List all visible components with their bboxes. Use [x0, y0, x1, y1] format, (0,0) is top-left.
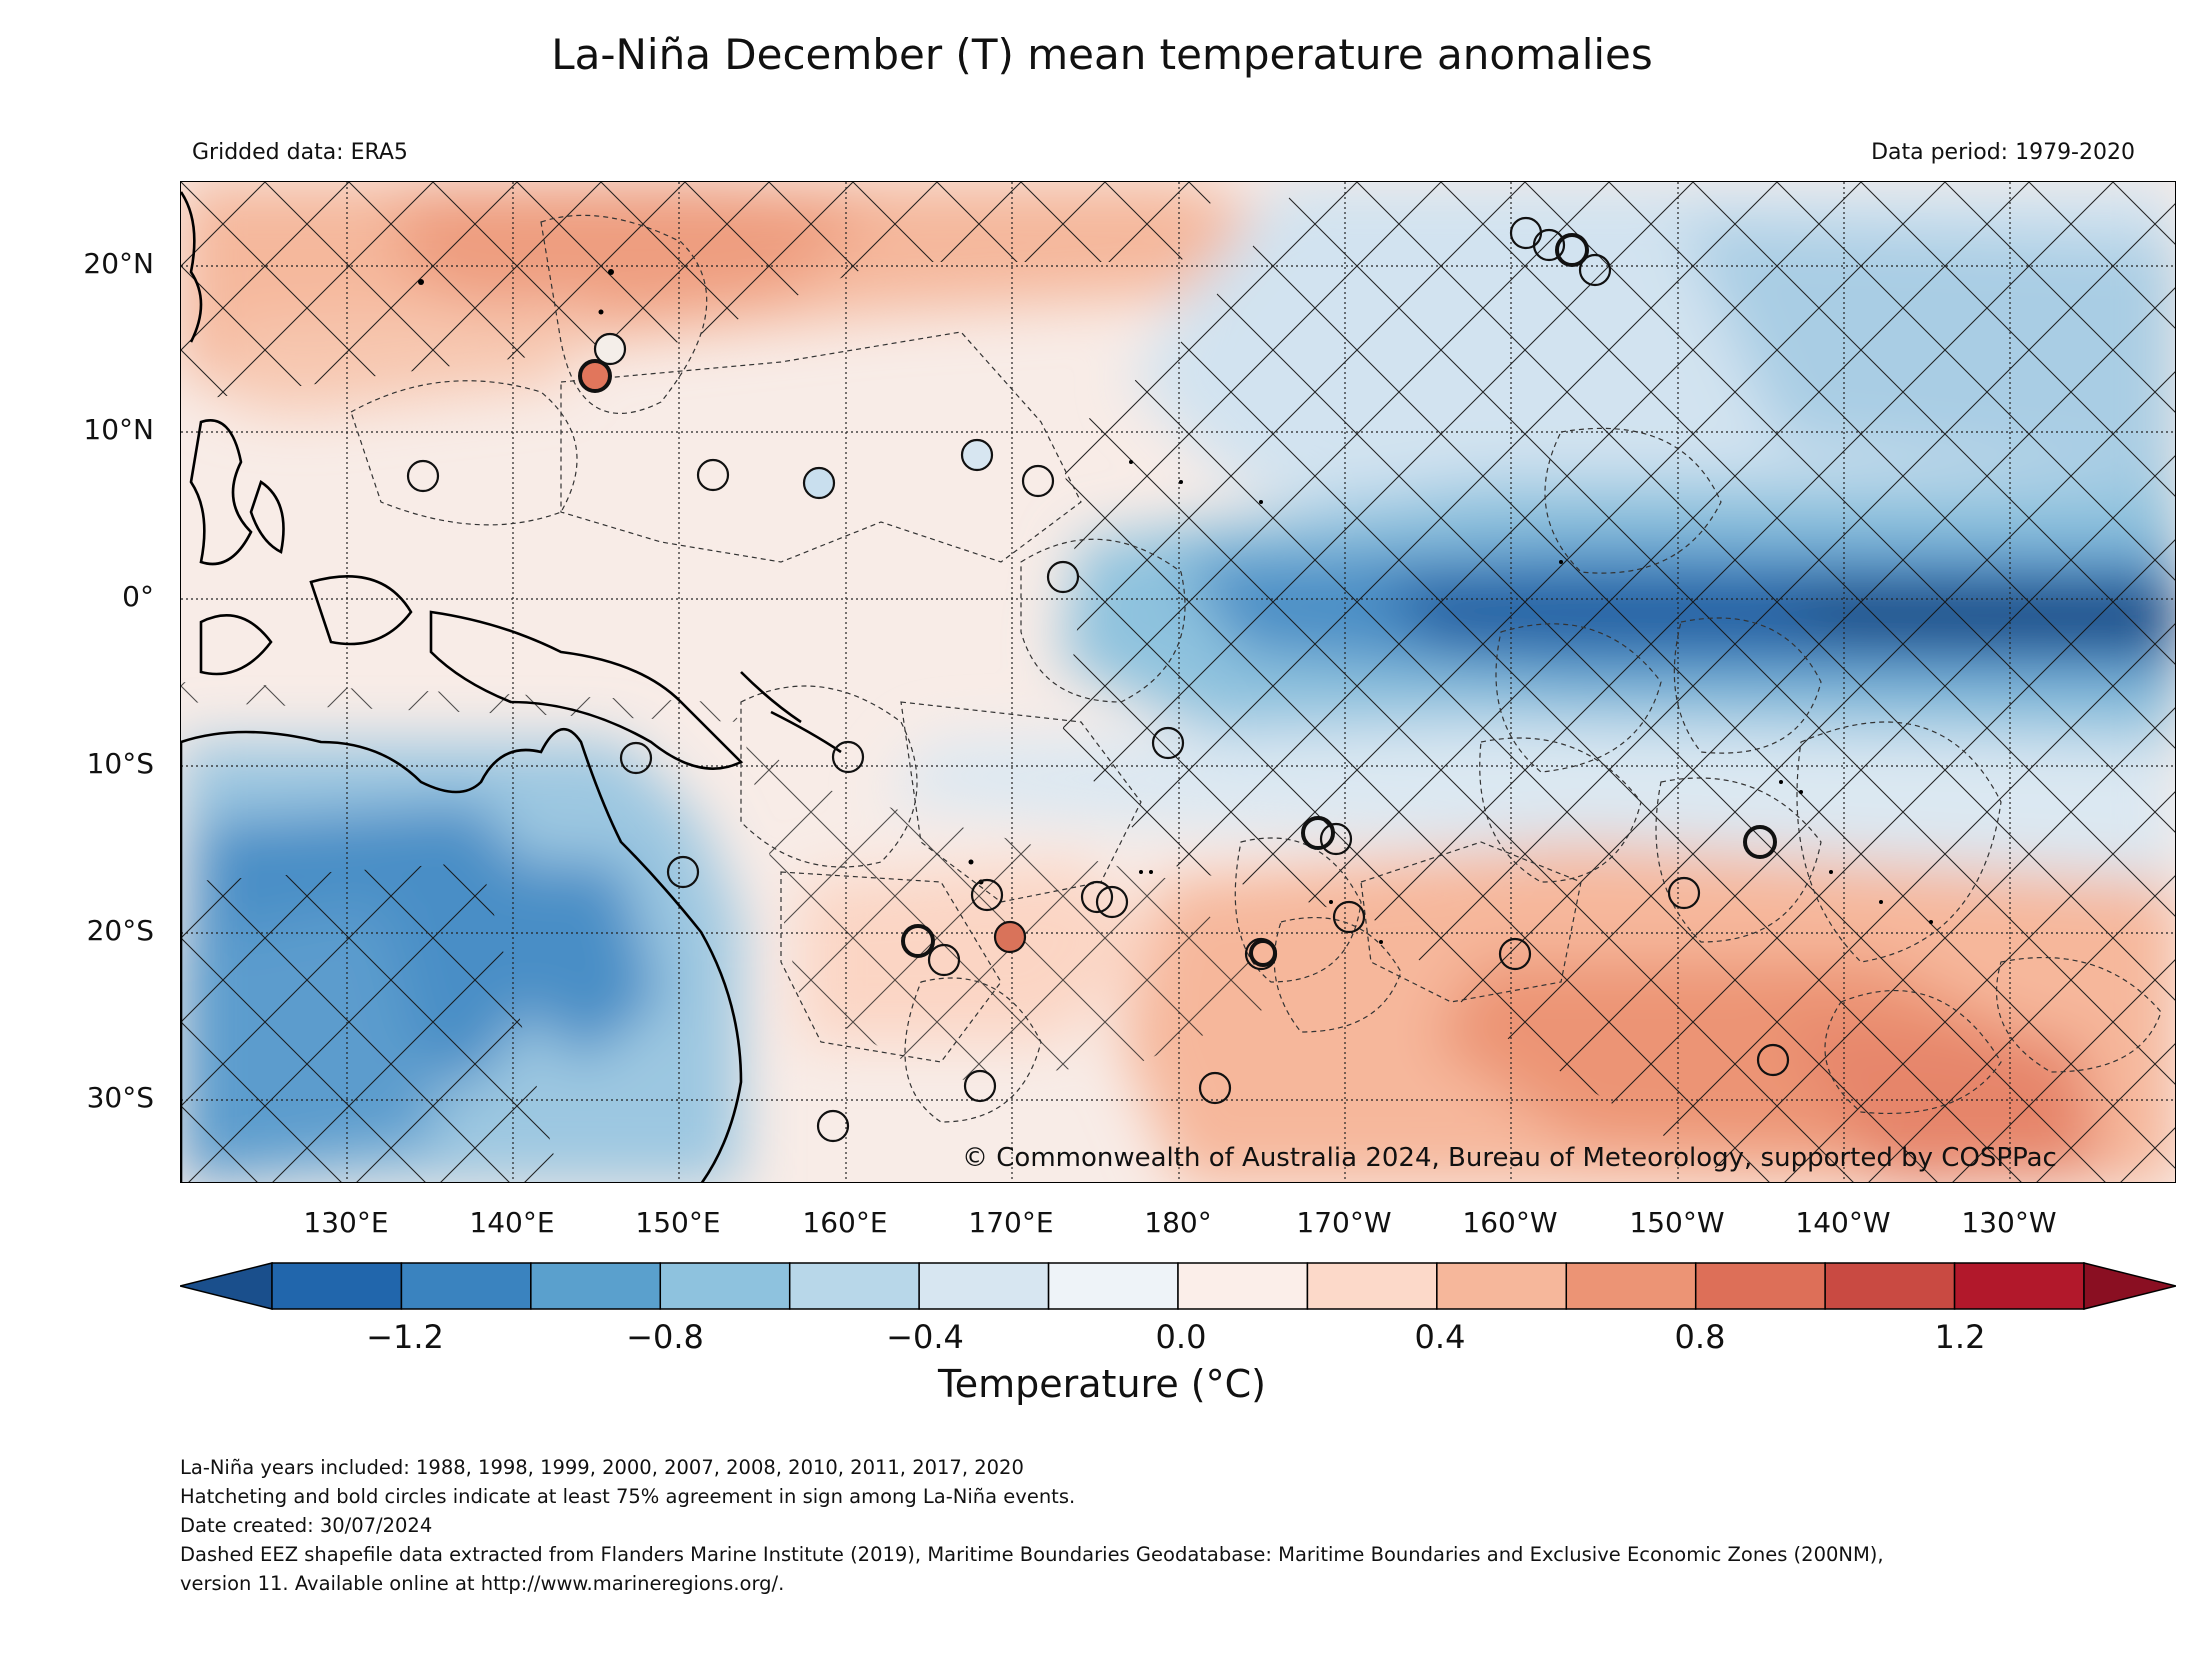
footnote-years: La-Niña years included: 1988, 1998, 1999…	[180, 1456, 1024, 1479]
lat-label-30s: 30°S	[86, 1081, 154, 1114]
lat-label-0: 0°	[122, 580, 154, 613]
colorbar-segment	[788, 1262, 920, 1310]
colorbar-segment	[1306, 1262, 1438, 1310]
station-markers	[406, 216, 1790, 1143]
graticule	[181, 182, 2175, 1182]
lon-label-140w: 140°W	[1795, 1206, 1891, 1239]
colorbar-segment	[1177, 1262, 1309, 1310]
islands	[418, 269, 1933, 944]
colorbar-tick-label: −1.2	[366, 1318, 444, 1356]
colorbar-segment	[530, 1262, 662, 1310]
colorbar-tick-label: 0.4	[1414, 1318, 1466, 1356]
lon-label-150w: 150°W	[1629, 1206, 1725, 1239]
footnote-eez-source: Dashed EEZ shapefile data extracted from…	[180, 1543, 1884, 1566]
colorbar-tick-label: 0.0	[1155, 1318, 1207, 1356]
data-period-label: Data period: 1979-2020	[1871, 140, 2135, 165]
copyright-notice: © Commonwealth of Australia 2024, Bureau…	[962, 1143, 2057, 1173]
lon-label-170e: 170°E	[968, 1206, 1054, 1239]
colorbar-tick-label: 1.2	[1934, 1318, 1986, 1356]
colorbar	[179, 1262, 2177, 1310]
colorbar-segment	[1694, 1262, 1826, 1310]
colorbar-title: Temperature (°C)	[938, 1362, 1266, 1406]
lat-label-10s: 10°S	[86, 747, 154, 780]
colorbar-over-extension	[2083, 1262, 2177, 1310]
chart-title: La-Niña December (T) mean temperature an…	[551, 30, 1653, 79]
colorbar-segment	[1565, 1262, 1697, 1310]
lon-label-160e: 160°E	[802, 1206, 888, 1239]
footnote-date: Date created: 30/07/2024	[180, 1514, 433, 1537]
lon-label-130e: 130°E	[303, 1206, 389, 1239]
gridded-data-label: Gridded data: ERA5	[192, 140, 408, 165]
anomaly-map[interactable]	[180, 181, 2176, 1183]
lat-label-20s: 20°S	[86, 914, 154, 947]
lon-label-160w: 160°W	[1462, 1206, 1558, 1239]
colorbar-tick-label: 0.8	[1674, 1318, 1726, 1356]
colorbar-segment	[1436, 1262, 1568, 1310]
lon-label-180: 180°	[1144, 1206, 1212, 1239]
lon-label-140e: 140°E	[469, 1206, 555, 1239]
eez-boundaries	[350, 214, 2162, 1123]
lon-label-150e: 150°E	[635, 1206, 721, 1239]
lat-label-10n: 10°N	[83, 413, 154, 446]
colorbar-segment	[918, 1262, 1050, 1310]
colorbar-segment	[659, 1262, 791, 1310]
lat-label-20n: 20°N	[83, 247, 154, 280]
footnote-eez-url: version 11. Available online at http://w…	[180, 1572, 785, 1595]
colorbar-tick-label: −0.8	[626, 1318, 704, 1356]
lon-label-170w: 170°W	[1296, 1206, 1392, 1239]
coastlines	[181, 191, 842, 1182]
colorbar-segment	[1953, 1262, 2085, 1310]
colorbar-segment	[1047, 1262, 1179, 1310]
colorbar-tick-label: −0.4	[886, 1318, 964, 1356]
footnote-hatching: Hatcheting and bold circles indicate at …	[180, 1485, 1076, 1508]
lon-label-130w: 130°W	[1961, 1206, 2057, 1239]
colorbar-segment	[400, 1262, 532, 1310]
colorbar-segment	[271, 1262, 403, 1310]
colorbar-segment	[1824, 1262, 1956, 1310]
colorbar-under-extension	[179, 1262, 273, 1310]
